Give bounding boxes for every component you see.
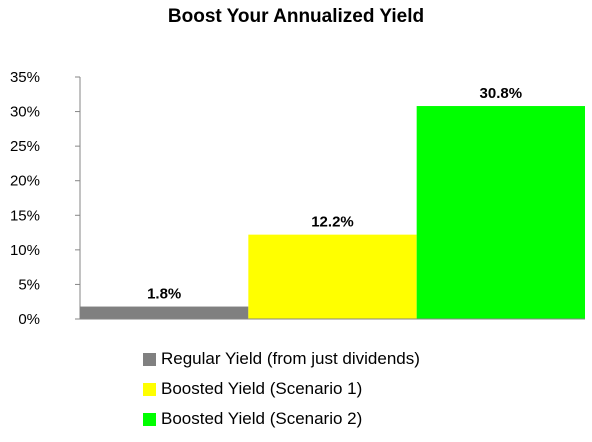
y-tick-label: 30% (10, 104, 40, 121)
y-tick-label: 10% (10, 242, 40, 259)
legend-swatch-regular-yield (143, 352, 156, 366)
y-tick-label: 0% (18, 311, 40, 328)
legend-item-boosted-yield-2: Boosted Yield (Scenario 2) (143, 404, 420, 434)
legend-item-regular-yield: Regular Yield (from just dividends) (143, 344, 420, 374)
data-label: 1.8% (147, 286, 181, 303)
bar (248, 234, 417, 319)
legend-label-boosted-yield-2: Boosted Yield (Scenario 2) (161, 409, 363, 428)
data-label: 30.8% (480, 85, 523, 102)
legend-label-regular-yield: Regular Yield (from just dividends) (161, 349, 420, 368)
legend-swatch-boosted-yield-2 (143, 412, 156, 426)
y-tick-label: 5% (18, 276, 40, 293)
y-tick-label: 15% (10, 207, 40, 224)
chart-title: Boost Your Annualized Yield (167, 6, 425, 27)
legend: Regular Yield (from just dividends) Boos… (143, 344, 420, 434)
legend-swatch-boosted-yield-1 (143, 382, 156, 396)
data-label: 12.2% (311, 214, 354, 231)
legend-label-boosted-yield-1: Boosted Yield (Scenario 1) (161, 379, 363, 398)
y-tick-label: 20% (10, 173, 40, 190)
legend-item-boosted-yield-1: Boosted Yield (Scenario 1) (143, 374, 420, 404)
y-tick-label: 35% (10, 69, 40, 86)
bar (80, 306, 249, 319)
y-tick-label: 25% (10, 138, 40, 155)
bar (416, 106, 585, 319)
